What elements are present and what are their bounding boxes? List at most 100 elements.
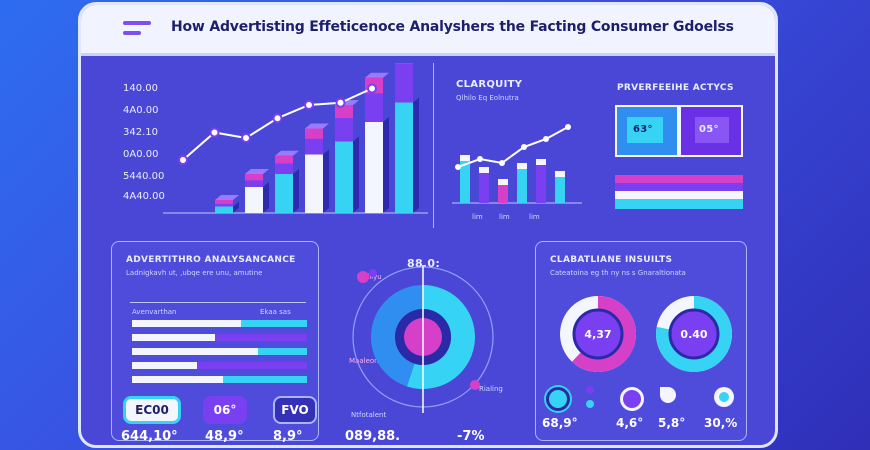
trend-point bbox=[272, 113, 283, 124]
insights-title: CLABATLIANE INSUILTS bbox=[550, 255, 673, 265]
advertising-bar-fill bbox=[223, 376, 307, 383]
insight-dot-cyan bbox=[586, 400, 594, 408]
clarity-bar-cap bbox=[498, 179, 508, 185]
clarity-bar-cap bbox=[555, 171, 565, 177]
summary-value: 48,9° bbox=[205, 429, 244, 444]
summary-pill-06[interactable]: 06° bbox=[203, 396, 247, 424]
donut-marker-violet bbox=[369, 269, 377, 277]
trend-point bbox=[367, 83, 377, 94]
insight-donut-label: 0.40 bbox=[680, 328, 707, 341]
metrics-title: PRVERFEEIHE ACTYCS bbox=[617, 83, 734, 93]
trend-bar-front bbox=[275, 174, 293, 213]
trend-bar-side bbox=[353, 136, 359, 213]
trend-bar-pink bbox=[395, 63, 413, 64]
y-tick: 4A0.00 bbox=[123, 105, 159, 116]
title-accent-bar-short bbox=[123, 31, 141, 35]
clarity-bar bbox=[498, 179, 508, 203]
trend-bar-violet bbox=[395, 63, 413, 103]
summary-pill-fvo[interactable]: FVO bbox=[273, 396, 317, 424]
insight-donut-hole bbox=[572, 308, 624, 360]
donut-label-tl: Malliyu bbox=[357, 273, 382, 281]
trend-bar-top bbox=[305, 123, 329, 129]
insight-donut-label: 4,37 bbox=[584, 328, 611, 341]
insight-stat: 4,6° bbox=[616, 416, 644, 430]
insight-icon-leaf[interactable] bbox=[660, 387, 676, 403]
trend-bar-front bbox=[335, 141, 353, 213]
clarity-point bbox=[565, 124, 571, 130]
advertising-col2: Ekaa sas bbox=[260, 308, 291, 316]
advertising-bar-fill bbox=[258, 348, 307, 355]
trend-bar-front bbox=[215, 206, 233, 213]
insights-donuts: 4,37 0.40 bbox=[560, 296, 732, 372]
trend-bar-violet bbox=[275, 163, 293, 174]
insight-icon-cyan-swirl[interactable] bbox=[546, 387, 570, 411]
trend-bar-violet bbox=[365, 93, 383, 122]
metric-tile-cyan[interactable]: 63° bbox=[615, 105, 679, 157]
clarity-point bbox=[477, 156, 483, 162]
advertising-title: ADVERTITHRO ANALYSANCANCE bbox=[126, 255, 296, 265]
trend-bar-side bbox=[413, 97, 419, 213]
metric-tile-cyan-inner bbox=[627, 117, 663, 143]
clarity-point bbox=[499, 160, 505, 166]
clarity-bar-cap bbox=[517, 163, 527, 169]
trend-point bbox=[304, 100, 314, 110]
insights-subtitle: Cateatoina eg th ny ns s Gnaraltionata bbox=[550, 269, 686, 277]
donut-note: Ntfotalent bbox=[351, 411, 387, 419]
y-tick: 140.00 bbox=[123, 83, 158, 94]
trend-point bbox=[335, 97, 346, 108]
trend-bar-side bbox=[293, 169, 299, 213]
trend-chart bbox=[163, 63, 428, 214]
trend-bar-side bbox=[233, 201, 239, 213]
metric-tile-cyan-value: 63° bbox=[633, 124, 653, 135]
summary-pill-label: EC00 bbox=[135, 403, 169, 417]
clarity-line bbox=[457, 126, 569, 168]
trend-bar-top bbox=[245, 169, 269, 174]
advertising-subtitle: Ladnigkavh ut, ,ubqe ere unu, amutine bbox=[126, 269, 263, 277]
metric-tile-violet-inner bbox=[695, 117, 729, 143]
summary-pill-label: FVO bbox=[281, 403, 309, 417]
title-bar: How Advertisting Effeticenoce Analyshers… bbox=[81, 5, 775, 56]
donut-panel: 88.0: Malliyu Maaleon Rialing Ntfotalent… bbox=[325, 253, 521, 444]
insight-icon-cyan-core bbox=[719, 392, 729, 402]
y-tick: 0A0.00 bbox=[123, 149, 159, 160]
title-accent-bar bbox=[123, 21, 151, 25]
clarity-point bbox=[543, 136, 549, 142]
clarity-bar bbox=[479, 167, 489, 203]
summary-pill-eco[interactable]: EC00 bbox=[123, 396, 181, 424]
insight-icon-violet-swirl[interactable] bbox=[620, 387, 644, 411]
trend-bar-side bbox=[263, 182, 269, 213]
advertising-bar-fill bbox=[240, 320, 307, 327]
clarity-bar bbox=[517, 163, 527, 203]
clarity-subtitle: Qlhilo Eq Eolnutra bbox=[456, 94, 519, 102]
donut-title: 88.0: bbox=[407, 257, 441, 270]
trend-bar-side bbox=[383, 117, 389, 213]
clarity-bar-cap bbox=[479, 167, 489, 173]
summary-pill-label: 06° bbox=[213, 403, 237, 417]
clarity-bar bbox=[536, 159, 546, 203]
metric-tile-violet[interactable]: 05° bbox=[679, 105, 743, 157]
insight-stat: 5,8° bbox=[658, 416, 686, 430]
advertising-bar-row bbox=[132, 362, 307, 369]
clarity-bar bbox=[460, 155, 470, 203]
trend-bar-pink bbox=[245, 174, 263, 181]
dashboard-content: 140.00 4A0.00 342.10 0A0.00 5440.00 4A40… bbox=[103, 63, 755, 444]
trend-bar-top bbox=[215, 195, 239, 200]
insight-icon-dots bbox=[586, 386, 594, 408]
trend-bar-front bbox=[305, 154, 323, 213]
donut-label-bl: Maaleon bbox=[349, 357, 379, 365]
y-tick: 4A40.00 bbox=[123, 191, 165, 202]
insight-icon-cyan-dot[interactable] bbox=[714, 387, 734, 407]
insight-donut-hole bbox=[668, 308, 720, 360]
advertising-bar-row bbox=[132, 320, 307, 327]
clarity-point bbox=[521, 144, 527, 150]
trend-bar-pink bbox=[275, 155, 293, 164]
advertising-divider bbox=[130, 302, 306, 303]
trend-bar-top bbox=[365, 72, 389, 78]
trend-bar-violet bbox=[305, 138, 323, 155]
insight-stat: 68,9° bbox=[542, 416, 578, 430]
clarity-chart bbox=[452, 124, 582, 204]
advertising-bar-row bbox=[132, 334, 307, 341]
donut-marker-pink-2 bbox=[470, 380, 480, 390]
advertising-bar-row bbox=[132, 376, 307, 383]
donut-label-br: Rialing bbox=[479, 385, 503, 393]
